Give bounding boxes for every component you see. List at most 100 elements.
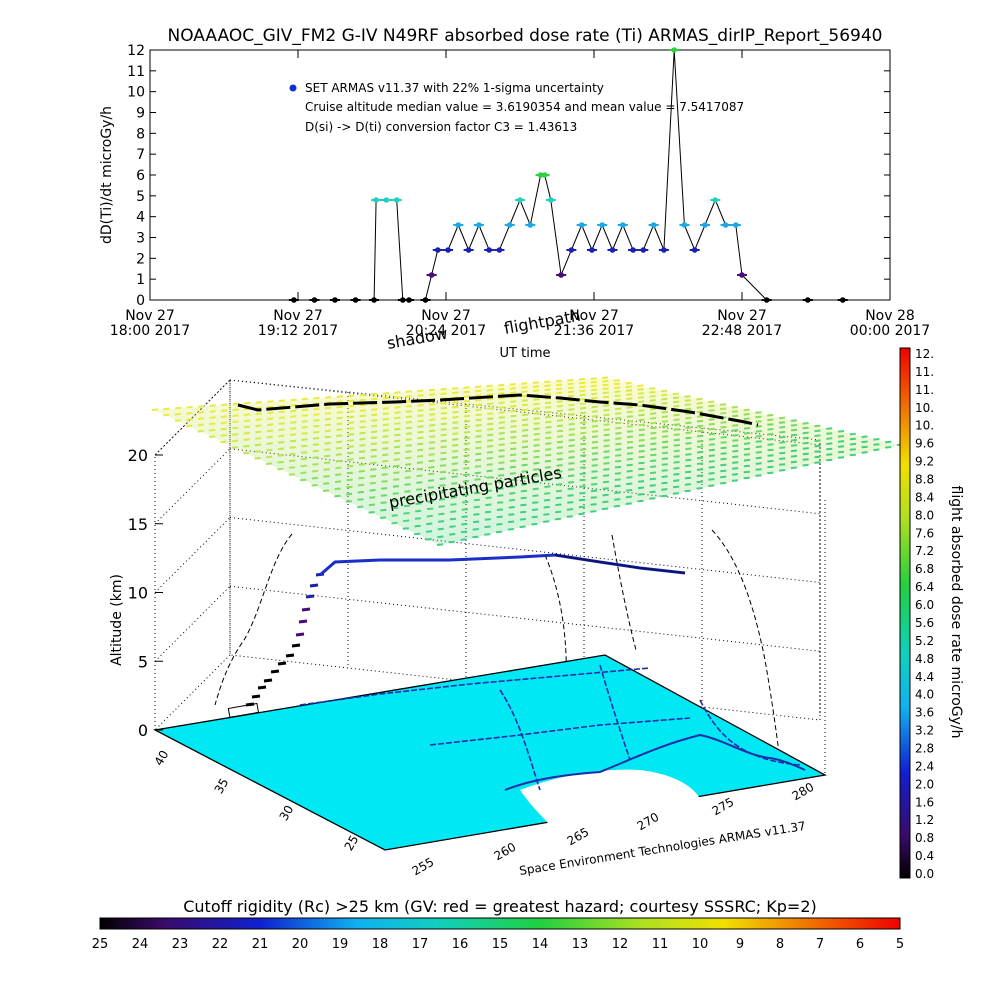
particle-dash: [814, 434, 821, 437]
particle-dash: [649, 497, 656, 500]
particle-dash: [498, 392, 505, 395]
particle-dash: [402, 527, 409, 530]
climb-mark: [277, 661, 287, 666]
particle-dash: [767, 454, 774, 457]
data-point: [702, 222, 708, 228]
particle-dash: [267, 400, 274, 403]
particle-dash: [428, 393, 436, 396]
particle-dash: [290, 404, 297, 407]
particle-dash: [381, 473, 388, 476]
particle-dash: [417, 455, 424, 458]
cutoff-colorbar-tick-label: 8: [776, 937, 784, 952]
particle-dash: [336, 416, 343, 420]
particle-dash: [392, 492, 399, 495]
particle-dash: [673, 423, 680, 426]
particle-dash: [685, 447, 692, 451]
flightpath-projection-mid: [544, 554, 567, 701]
particle-dash: [590, 510, 597, 513]
particle-dash: [837, 430, 845, 433]
altitude-axis-label: Altitude (km): [109, 574, 125, 666]
particle-dash: [591, 446, 598, 450]
particle-dash: [838, 440, 845, 443]
particle-dash: [661, 410, 668, 414]
particle-dash: [626, 425, 634, 428]
data-point: [661, 247, 667, 253]
particle-dash: [626, 415, 633, 418]
particle-dash: [220, 421, 227, 425]
particle-dash: [417, 414, 424, 417]
particle-dash: [452, 400, 459, 404]
particle-dash: [626, 410, 633, 414]
particle-dash: [696, 487, 703, 490]
particle-dash: [545, 442, 552, 445]
particle-dash: [767, 448, 774, 452]
particle-dash: [266, 442, 273, 445]
particle-dash: [498, 388, 505, 391]
particle-dash: [370, 442, 377, 446]
particle-dash: [626, 489, 633, 492]
particle-dash: [637, 486, 644, 490]
particle-dash: [615, 454, 622, 457]
particle-dash: [417, 448, 424, 452]
particle-dash: [498, 449, 505, 452]
particle-dash: [370, 448, 377, 452]
particle-dash: [638, 455, 645, 459]
particle-dash: [521, 457, 528, 461]
particle-dash: [556, 400, 563, 403]
particle-dash: [545, 406, 552, 409]
particle-dash: [767, 432, 774, 436]
particle-dash: [323, 468, 330, 471]
particle-dash: [732, 455, 739, 459]
particle-dash: [475, 408, 482, 412]
particle-dash: [463, 430, 471, 434]
particle-dash: [371, 430, 378, 434]
particle-dash: [568, 413, 575, 416]
particle-dash: [580, 411, 587, 415]
particle-dash: [591, 410, 598, 413]
particle-dash: [174, 412, 181, 416]
particle-dash: [603, 439, 610, 442]
particle-dash: [290, 421, 297, 424]
particle-dash: [568, 422, 575, 426]
particle-dash: [266, 429, 273, 433]
particle-dash: [405, 405, 413, 408]
annotation-median-mean: Cruise altitude median value = 3.6190354…: [305, 100, 744, 114]
particle-dash: [175, 406, 182, 410]
particle-dash: [814, 439, 821, 443]
particle-dash: [393, 458, 400, 461]
particle-dash: [429, 418, 436, 422]
particle-dash: [532, 487, 539, 491]
particle-dash: [462, 486, 469, 490]
particle-dash: [451, 387, 459, 390]
particle-dash: [720, 425, 727, 429]
particle-dash: [708, 478, 715, 481]
particle-dash: [544, 472, 551, 475]
particle-dash: [661, 397, 668, 401]
particle-dash: [473, 498, 480, 502]
particle-dash: [394, 427, 401, 431]
particle-dash: [521, 483, 528, 486]
particle-dash: [290, 415, 297, 418]
particle-dash: [532, 474, 540, 478]
particle-dash: [278, 410, 285, 414]
particle-dash: [579, 472, 586, 475]
particle-dash: [684, 395, 691, 398]
data-point: [739, 272, 745, 278]
particle-dash: [520, 503, 527, 507]
y-tick-label: 11: [127, 64, 145, 80]
data-point: [558, 272, 564, 278]
particle-dash: [266, 435, 273, 439]
particle-dash: [244, 413, 251, 416]
particle-dash: [496, 515, 503, 519]
particle-dash: [568, 408, 575, 411]
particle-dash: [254, 443, 262, 447]
climb-mark: [263, 678, 273, 683]
particle-dash: [357, 498, 364, 501]
particle-dash: [497, 501, 504, 504]
particle-dash: [755, 445, 762, 449]
y-tick-label: 9: [136, 106, 145, 122]
particle-dash: [649, 399, 656, 402]
particle-dash: [521, 451, 528, 455]
particle-dash: [290, 409, 297, 413]
particle-dash: [437, 535, 444, 539]
